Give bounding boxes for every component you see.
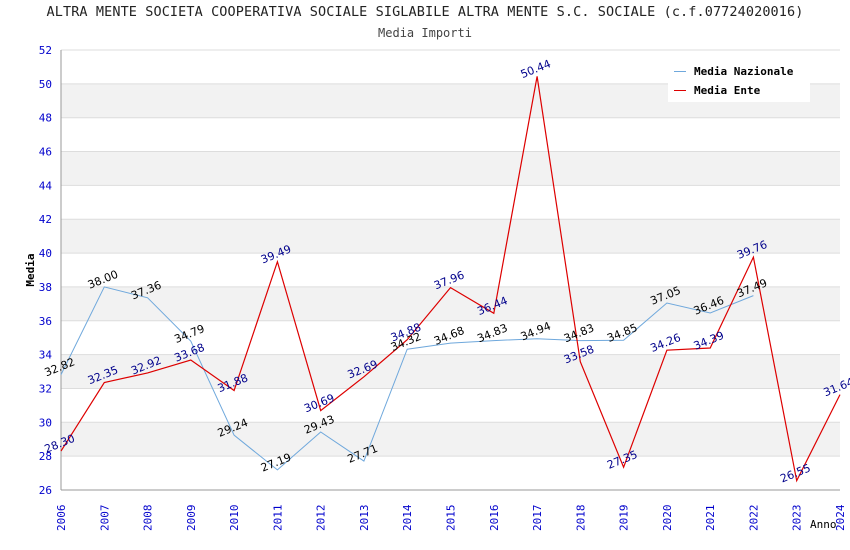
y-tick-label: 52 bbox=[39, 44, 52, 57]
y-tick-label: 26 bbox=[39, 484, 52, 497]
x-tick-label: 2017 bbox=[531, 505, 544, 532]
data-label: 34.85 bbox=[605, 321, 639, 345]
background-band bbox=[61, 422, 840, 457]
y-tick-label: 30 bbox=[39, 416, 52, 429]
chart-legend: Media Nazionale Media Ente bbox=[668, 60, 810, 102]
data-label: 50.44 bbox=[519, 57, 553, 81]
x-tick-label: 2023 bbox=[791, 505, 804, 532]
background-band bbox=[61, 219, 840, 254]
data-label: 34.94 bbox=[519, 320, 553, 344]
y-tick-label: 38 bbox=[39, 281, 52, 294]
y-tick-label: 36 bbox=[39, 315, 52, 328]
x-tick-labels: 2006 2007 2008 2009 2010 2011 2012 2013 2014 2015… bbox=[55, 504, 847, 531]
y-tick-label: 48 bbox=[39, 112, 52, 125]
background-band bbox=[61, 151, 840, 186]
x-tick-label: 2021 bbox=[704, 505, 717, 532]
y-tick-labels: 26 28 30 32 34 36 38 40 42 44 46 48 50 52 bbox=[39, 44, 53, 497]
series-lines bbox=[60, 76, 841, 483]
chart-subtitle: Media Importi bbox=[378, 26, 472, 40]
x-tick-label: 2013 bbox=[358, 505, 371, 532]
x-tick-label: 2010 bbox=[228, 505, 241, 532]
legend-item-media-nazionale: Media Nazionale bbox=[674, 63, 793, 79]
y-tick-label: 50 bbox=[39, 78, 52, 91]
legend-label-media-ente: Media Ente bbox=[694, 83, 761, 97]
series-line-media-nazionale bbox=[60, 286, 754, 471]
data-label: 26.55 bbox=[778, 462, 812, 486]
x-tick-label: 2020 bbox=[661, 505, 674, 532]
y-tick-label: 34 bbox=[39, 349, 53, 362]
chart-title: ALTRA MENTE SOCIETA COOPERATIVA SOCIALE … bbox=[46, 4, 804, 20]
y-tick-label: 40 bbox=[39, 247, 52, 260]
data-label: 34.83 bbox=[562, 321, 596, 345]
x-tick-label: 2011 bbox=[271, 505, 284, 532]
legend-item-media-ente: Media Ente bbox=[674, 82, 760, 98]
background-bands bbox=[61, 83, 840, 457]
x-tick-label: 2014 bbox=[401, 504, 414, 531]
y-tick-label: 28 bbox=[39, 450, 52, 463]
x-tick-label: 2006 bbox=[55, 505, 68, 532]
data-label: 34.68 bbox=[432, 324, 466, 348]
y-tick-label: 32 bbox=[39, 382, 52, 395]
axes bbox=[60, 50, 840, 491]
legend-swatch-media-ente bbox=[674, 89, 686, 91]
x-tick-label: 2018 bbox=[574, 505, 587, 532]
x-tick-label: 2015 bbox=[445, 505, 458, 532]
y-axis-label: Media bbox=[24, 253, 37, 286]
x-axis-label: Anno bbox=[810, 518, 837, 531]
y-tick-label: 44 bbox=[39, 179, 53, 192]
x-tick-label: 2022 bbox=[747, 505, 760, 532]
data-label: 34.39 bbox=[692, 329, 726, 353]
y-tick-label: 46 bbox=[39, 146, 52, 159]
x-tick-label: 2019 bbox=[618, 505, 631, 532]
background-band bbox=[61, 286, 840, 321]
legend-swatch-media-nazionale bbox=[674, 70, 686, 72]
x-tick-label: 2007 bbox=[98, 505, 111, 532]
x-tick-label: 2024 bbox=[834, 504, 847, 531]
data-label: 34.83 bbox=[475, 321, 509, 345]
legend-label-media-nazionale: Media Nazionale bbox=[694, 64, 794, 78]
y-tick-label: 42 bbox=[39, 213, 52, 226]
data-label: 34.26 bbox=[649, 331, 683, 355]
x-tick-label: 2009 bbox=[185, 505, 198, 532]
x-tick-label: 2016 bbox=[488, 505, 501, 532]
x-tick-label: 2008 bbox=[142, 505, 155, 532]
x-tick-label: 2012 bbox=[315, 505, 328, 532]
data-label: 30.69 bbox=[302, 391, 336, 415]
series-line-media-ente bbox=[60, 76, 841, 483]
